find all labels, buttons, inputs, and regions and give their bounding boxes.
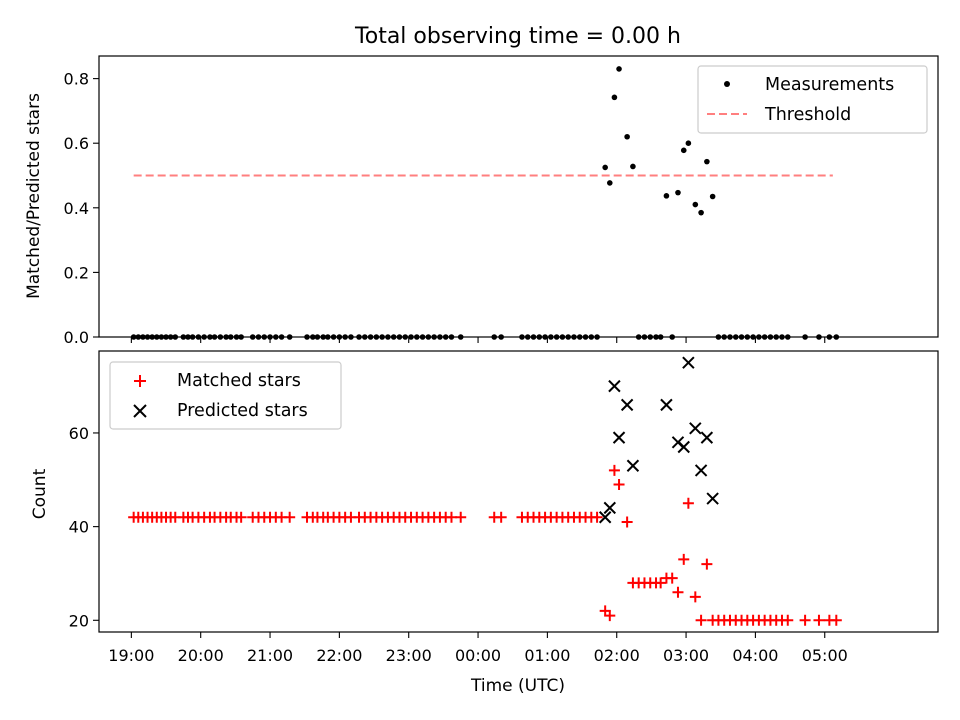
bottom-axes: Count Time (UTC) 20 40 60 19:00 20:00 21:00 2… (30, 350, 939, 696)
legend-marker-measurements (724, 81, 730, 87)
legend-marker-predicted (133, 404, 147, 418)
bottom-x-tick-label: 02:00 (594, 646, 640, 665)
bottom-y-axis-label: Count (30, 468, 50, 519)
matched-star-point (666, 572, 678, 584)
matched-star-point (782, 614, 794, 626)
legend-marker-matched (134, 375, 146, 387)
matched-stars-series (128, 464, 842, 626)
bottom-x-tick-label: 21:00 (247, 646, 293, 665)
bottom-x-tick-label: 22:00 (316, 646, 362, 665)
bottom-x-tick-label: 00:00 (455, 646, 501, 665)
measurement-point (704, 158, 710, 165)
bottom-x-ticks: 19:00 20:00 21:00 22:00 23:00 00:00 01:00 02:00… (108, 632, 848, 665)
bottom-legend-box (109, 361, 342, 430)
bottom-y-tick-label: 60 (69, 424, 89, 443)
measurement-point (602, 164, 608, 171)
predicted-star-point (682, 356, 695, 369)
bottom-y-tick-label: 40 (69, 518, 89, 537)
matched-star-point (830, 614, 842, 626)
measurement-point (692, 201, 699, 208)
matched-star-point (591, 511, 603, 523)
matched-star-point (445, 511, 457, 523)
matched-star-point (689, 591, 701, 603)
legend-label-measurements: Measurements (765, 75, 894, 95)
bottom-y-ticks: 20 40 60 (69, 424, 99, 630)
matched-star-point (495, 511, 507, 523)
top-y-tick-label: 0.6 (64, 134, 89, 153)
bottom-x-tick-label: 20:00 (178, 646, 224, 665)
matched-star-point (655, 577, 667, 589)
predicted-star-point (706, 492, 719, 505)
legend-label-predicted: Predicted stars (177, 401, 308, 421)
bottom-x-tick-label: 19:00 (108, 646, 154, 665)
matched-star-point (701, 558, 713, 570)
predicted-stars-series (598, 356, 719, 524)
matched-star-point (284, 511, 296, 523)
top-axes: Total observing time = 0.00 h Matched/Pr… (24, 24, 939, 347)
predicted-star-point (608, 379, 621, 393)
measurement-point (606, 180, 613, 186)
top-chart-title: Total observing time = 0.00 h (354, 24, 681, 49)
measurement-point (709, 193, 716, 200)
predicted-star-point (612, 431, 626, 444)
top-axes-frame (98, 55, 939, 338)
bottom-x-tick-label: 04:00 (732, 646, 778, 665)
predicted-star-point (603, 501, 617, 515)
bottom-x-tick-label: 23:00 (386, 646, 432, 665)
top-y-tick-label: 0.4 (64, 199, 89, 218)
predicted-star-point (689, 422, 702, 435)
matched-star-point (455, 511, 467, 523)
measurement-point (680, 147, 687, 154)
matched-star-point (621, 516, 633, 528)
matched-star-point (613, 478, 625, 490)
matched-star-point (604, 610, 616, 622)
measurement-point (624, 133, 630, 140)
predicted-star-point (660, 398, 673, 412)
matched-star-point (799, 614, 811, 626)
matched-star-point (695, 614, 707, 626)
matched-star-point (678, 553, 690, 565)
bottom-x-tick-label: 03:00 (663, 646, 709, 665)
top-y-ticks: 0.0 0.2 0.4 0.6 0.8 (64, 70, 99, 347)
measurement-point (698, 209, 704, 216)
predicted-star-point (626, 459, 640, 472)
legend-label-threshold: Threshold (764, 105, 851, 125)
top-y-tick-label: 0.2 (64, 263, 89, 282)
top-y-axis-label: Matched/Predicted stars (24, 93, 44, 299)
measurement-point (675, 189, 681, 196)
matched-star-point (672, 586, 684, 598)
top-legend: Measurements Threshold (697, 65, 928, 134)
legend-label-matched: Matched stars (177, 371, 301, 391)
measurement-point (616, 66, 622, 72)
matched-star-point (235, 511, 247, 523)
matched-star-point (813, 614, 825, 626)
top-y-tick-label: 0.0 (64, 328, 89, 347)
predicted-star-point (677, 440, 690, 454)
bottom-axes-frame (98, 350, 939, 633)
measurement-point (630, 163, 636, 170)
predicted-star-point (620, 398, 634, 412)
matched-star-point (608, 464, 620, 476)
bottom-x-tick-label: 01:00 (524, 646, 570, 665)
bottom-y-tick-label: 20 (69, 611, 89, 630)
predicted-star-point (694, 464, 708, 477)
bottom-x-axis-label: Time (UTC) (470, 676, 565, 696)
predicted-star-point (598, 511, 612, 524)
bottom-x-tick-label: 05:00 (802, 646, 848, 665)
predicted-star-point (700, 431, 714, 444)
bottom-legend: Matched stars Predicted stars (109, 361, 342, 430)
top-y-tick-label: 0.8 (64, 70, 89, 89)
measurement-point (663, 193, 670, 199)
measurement-point (685, 140, 692, 147)
measurement-point (611, 94, 618, 101)
matched-star-point (682, 497, 694, 509)
top-legend-box (697, 65, 928, 134)
